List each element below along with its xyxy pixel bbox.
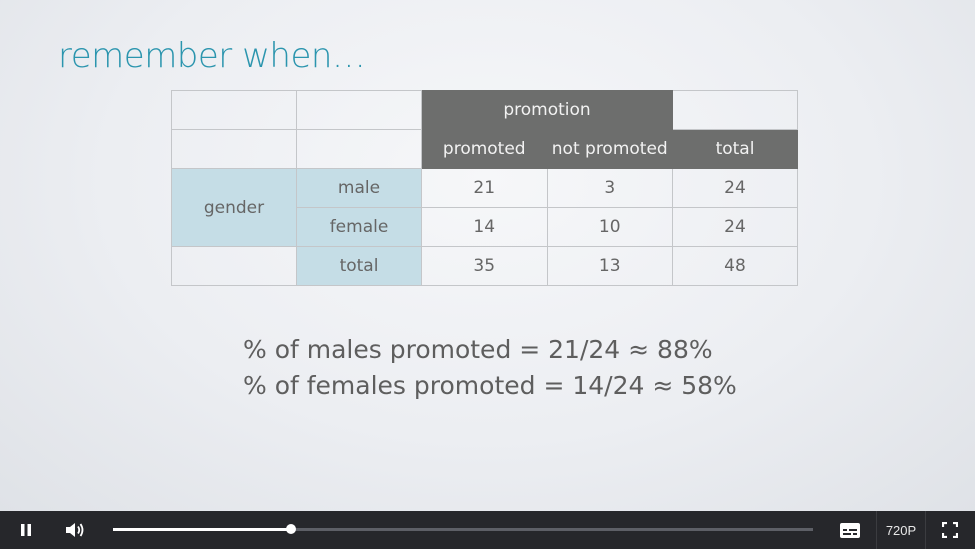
contingency-table: promotion promoted not promoted total ge… [171,90,798,286]
empty-cell [171,129,297,169]
row-label-total: total [296,246,422,286]
progress-bar[interactable] [113,524,813,534]
video-frame[interactable]: remember when… promotion promoted not pr… [0,0,975,511]
captions-icon [840,522,860,538]
formula-females: % of females promoted = 14/24 ≈ 58% [243,371,737,400]
empty-cell [296,129,422,169]
table-row: female 14 10 24 [172,207,798,247]
table-cell: 48 [672,246,798,286]
empty-cell [296,90,422,130]
pause-button[interactable] [8,511,44,549]
table-row: promoted not promoted total [171,129,798,169]
volume-button[interactable] [56,511,94,549]
table-row: total 35 13 48 [171,246,798,286]
formula-block: % of males promoted = 21/24 ≈ 88% % of f… [243,332,737,404]
fullscreen-button[interactable] [934,511,966,549]
quality-label: 720P [885,522,917,538]
table-cell: 35 [421,246,548,286]
table-cell: 13 [546,246,673,286]
table-cell: 14 [421,207,548,247]
table-cell: 24 [672,207,798,247]
row-label-female: female [296,207,422,247]
col-header-not-promoted: not promoted [546,129,673,169]
empty-cell [672,90,798,130]
table-row: gender male 21 3 24 [171,168,798,247]
table-cell: 24 [672,168,798,208]
pause-icon [21,524,31,536]
table-row: promotion [171,90,798,130]
quality-button[interactable]: 720P [876,511,926,549]
table-cell: 3 [546,168,673,208]
row-label-male: male [296,168,422,208]
progress-handle[interactable] [285,524,296,534]
captions-button[interactable] [834,511,866,549]
promotion-header: promotion [421,90,673,130]
volume-icon [66,523,84,537]
formula-males: % of males promoted = 21/24 ≈ 88% [243,335,713,364]
progress-fill [113,528,291,531]
slide-title: remember when… [58,36,366,76]
fullscreen-icon [942,522,958,538]
gender-header: gender [171,168,297,247]
empty-cell [171,90,297,130]
table-cell: 21 [421,168,548,208]
col-header-promoted: promoted [421,129,548,169]
col-header-total: total [672,129,798,169]
table-cell: 10 [546,207,673,247]
empty-cell [171,246,297,286]
